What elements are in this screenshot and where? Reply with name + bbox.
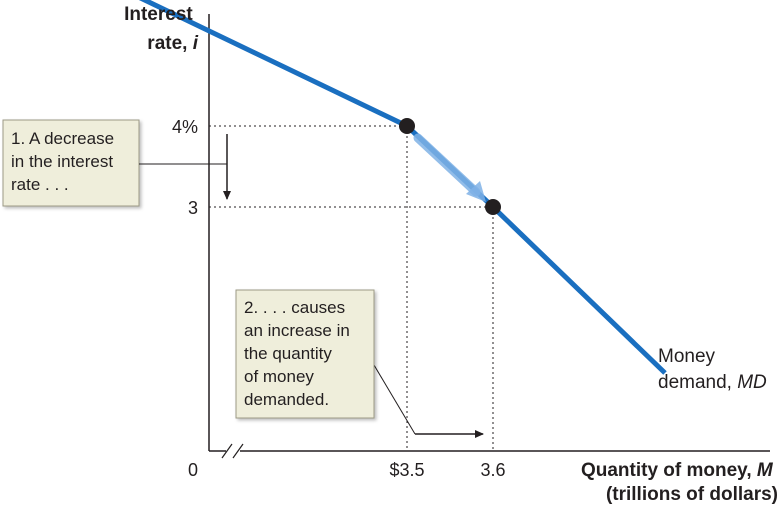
annotation-text: 1. A decrease in the interest rate . . . bbox=[11, 129, 119, 194]
origin-label: 0 bbox=[188, 460, 198, 480]
annotation-box bbox=[235, 289, 375, 419]
x-tick-label-3.5: $3.5 bbox=[389, 460, 424, 480]
annotation-quantity-increase: 2. . . . causes an increase in the quant… bbox=[235, 289, 484, 438]
annotation-box bbox=[2, 119, 140, 207]
annotation-text: 2. . . . causes an increase in the quant… bbox=[244, 298, 355, 409]
annotation-leader-line bbox=[373, 364, 416, 435]
equilibrium-point-4-percent bbox=[399, 118, 415, 134]
reference-lines bbox=[209, 125, 494, 451]
movement-along-curve-arrow bbox=[413, 133, 486, 202]
x-axis-label: Quantity of money, M (trillions of dolla… bbox=[581, 460, 778, 505]
x-tick-label-3.6: 3.6 bbox=[480, 460, 505, 480]
annotation-interest-decrease: 1. A decrease in the interest rate . . . bbox=[2, 119, 231, 207]
series-label-money-demand: Money demand, MD bbox=[658, 346, 767, 393]
y-axis-label: Interest rate, i bbox=[124, 4, 199, 54]
y-tick-label-4: 4% bbox=[172, 117, 198, 137]
y-tick-label-3: 3 bbox=[188, 198, 198, 218]
equilibrium-point-3-percent bbox=[485, 199, 501, 215]
axis-break-marker bbox=[221, 442, 244, 460]
